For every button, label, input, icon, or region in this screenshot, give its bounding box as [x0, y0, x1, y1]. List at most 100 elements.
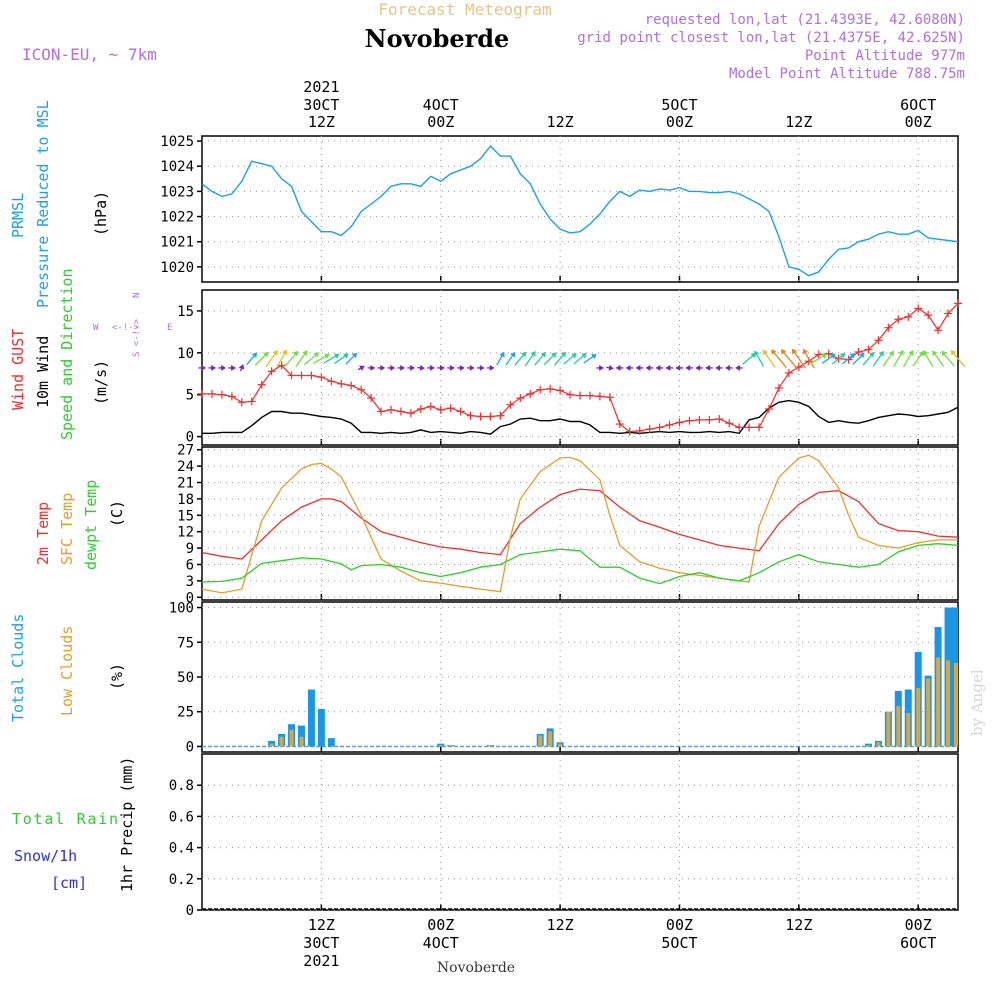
- gust-marker: [217, 390, 226, 399]
- wind-arrow: [377, 364, 386, 371]
- wind-arrow: [573, 352, 587, 365]
- panel-frame: [201, 135, 959, 283]
- panel-frame: [201, 753, 959, 911]
- temp-sfc-line: [201, 454, 958, 594]
- gust-marker: [745, 423, 754, 432]
- wind-arrow: [912, 350, 924, 367]
- gust-marker: [774, 384, 783, 393]
- gust-marker: [814, 350, 823, 359]
- y-tick-label: 0.2: [169, 872, 194, 888]
- gust-marker: [267, 367, 276, 376]
- total-cloud-bar: [297, 725, 305, 747]
- gust-marker: [595, 392, 604, 401]
- gust-marker: [625, 427, 634, 436]
- requested-coords: requested lon,lat (21.4393E, 42.6080N): [645, 12, 965, 28]
- gust-marker: [496, 411, 505, 420]
- gust-marker: [884, 323, 893, 332]
- wind-arrow: [802, 348, 815, 369]
- gust-marker: [227, 392, 236, 401]
- bottom-time-label: 30CT: [303, 934, 339, 952]
- low-cloud-bar: [876, 742, 881, 747]
- gust-marker: [237, 398, 246, 407]
- compass-north: N: [132, 293, 142, 298]
- bottom-time-label: 5OCT: [661, 934, 697, 952]
- top-time-label: 30CT: [303, 96, 339, 114]
- gust-marker: [576, 391, 584, 400]
- wind-arrow: [685, 364, 693, 371]
- gust-marker: [585, 391, 594, 400]
- gust-marker: [207, 389, 216, 398]
- wind-arrow: [735, 364, 743, 371]
- compass-west: W: [93, 323, 99, 333]
- location-title: Novoberde: [365, 24, 510, 53]
- low-cloud-bar: [946, 660, 951, 747]
- wind-arrow: [583, 353, 597, 364]
- gust-marker: [685, 416, 694, 425]
- model-altitude: Model Point Altitude 788.75m: [729, 66, 965, 82]
- gust-marker: [426, 402, 435, 411]
- y-tick-label: 21: [177, 476, 194, 492]
- wind-arrow: [303, 352, 320, 366]
- gust-marker: [327, 377, 336, 386]
- prmsl-label: PRMSL: [9, 193, 27, 238]
- low-clouds-label: Low Clouds: [58, 626, 76, 716]
- gust-marker: [247, 397, 256, 406]
- wind-arrow: [932, 350, 945, 367]
- wind-arrow: [208, 364, 216, 371]
- y-tick-label: 75: [177, 635, 194, 651]
- low-cloud-bar: [448, 745, 453, 747]
- wind-arrow: [791, 348, 807, 369]
- cloud-panel: 0 25 50 75 100: [169, 601, 958, 755]
- top-time-label: 12Z: [308, 113, 335, 131]
- wind-arrow: [246, 352, 258, 366]
- low-cloud-bar: [558, 743, 563, 747]
- top-time-label: 2021: [303, 78, 339, 96]
- bottom-time-label: 00Z: [666, 916, 693, 934]
- pressure-panel: 1020 1021 1022 1023 1024 1025: [160, 134, 959, 277]
- wind-gust-line: [202, 302, 959, 433]
- gust-marker: [645, 425, 654, 434]
- wind-speed-dir-label: Speed and Direction: [58, 268, 76, 440]
- wind-arrow: [882, 350, 895, 367]
- y-tick-label: 1023: [160, 184, 194, 200]
- snow-unit-label: [cm]: [51, 874, 87, 892]
- gust-marker: [605, 393, 614, 402]
- low-cloud-bar: [289, 729, 294, 747]
- panel-grids: [201, 135, 959, 911]
- gust-marker: [824, 349, 833, 358]
- low-cloud-bar: [438, 745, 443, 747]
- y-tick-label: 10: [177, 346, 194, 362]
- wind-arrow: [357, 365, 365, 371]
- gust-marker: [874, 336, 883, 345]
- wind-arrow: [810, 353, 828, 364]
- gust-marker: [924, 311, 933, 320]
- y-tick-label: 6: [186, 557, 194, 573]
- y-tick-label: 0: [186, 739, 194, 755]
- low-cloud-bar: [269, 743, 274, 747]
- bottom-time-label: 6OCT: [900, 934, 936, 952]
- y-tick-label: 15: [177, 508, 194, 524]
- point-altitude: Point Altitude 977m: [805, 48, 965, 64]
- y-tick-label: 1021: [160, 235, 194, 251]
- gust-marker: [416, 404, 425, 413]
- wind-arrow: [407, 364, 415, 371]
- low-cloud-bar: [896, 706, 901, 747]
- gust-marker: [944, 309, 953, 318]
- dewpoint-line: [201, 543, 959, 585]
- low-cloud-bar: [906, 713, 911, 747]
- y-tick-label: 12: [177, 525, 194, 541]
- top-time-label: 6OCT: [900, 96, 936, 114]
- gust-marker: [615, 420, 624, 429]
- gust-marker: [367, 394, 376, 403]
- wind-unit-label: (m/s): [92, 360, 110, 405]
- y-tick-label: 1025: [160, 134, 194, 150]
- wind-arrow: [514, 351, 527, 366]
- gust-marker: [476, 412, 485, 421]
- low-cloud-bar: [488, 745, 493, 747]
- wind-arrow: [903, 350, 914, 368]
- wind-panel: 0 5 10 15: [177, 299, 966, 446]
- gust-marker: [784, 368, 793, 377]
